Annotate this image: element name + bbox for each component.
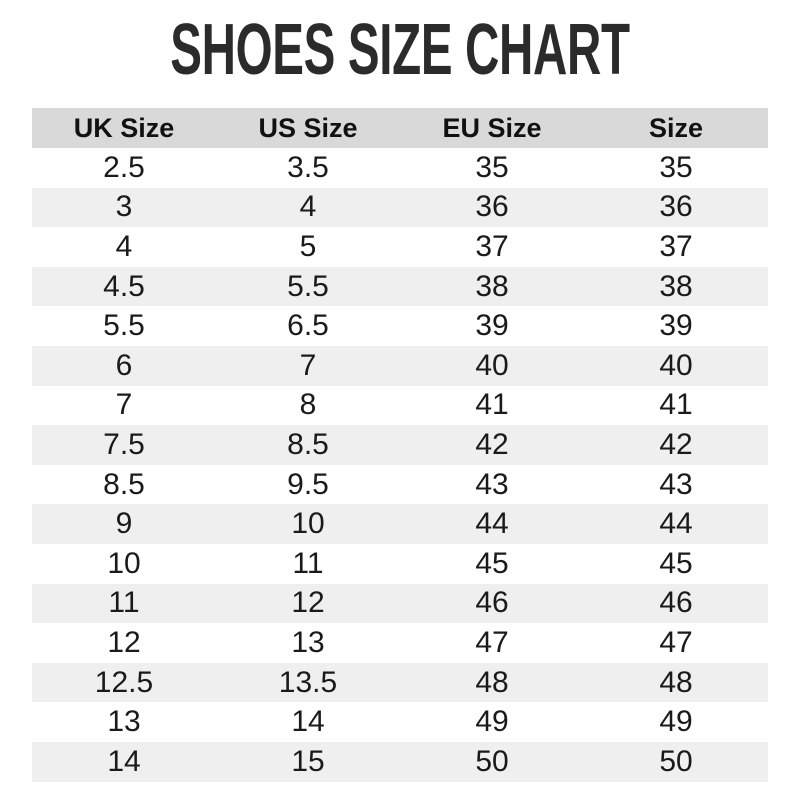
table-row: 2.5 3.5 35 35 bbox=[32, 148, 768, 188]
page: SHOES SIZE CHART UK Size US Size EU Size Si… bbox=[0, 14, 800, 800]
cell-eu-size: 49 bbox=[475, 705, 509, 739]
column-header-us-size: US Size bbox=[258, 112, 358, 143]
cell-us-size: 15 bbox=[291, 744, 325, 778]
cell-uk-size: 10 bbox=[107, 546, 141, 580]
cell-eu-size: 41 bbox=[475, 388, 509, 422]
cell-uk-size: 7 bbox=[115, 388, 133, 422]
cell-us-size: 6.5 bbox=[287, 309, 329, 343]
cell-us-size: 12 bbox=[291, 586, 325, 620]
cell-uk-size: 5.5 bbox=[103, 309, 145, 343]
cell-us-size: 3.5 bbox=[287, 150, 329, 184]
cell-uk-size: 11 bbox=[108, 586, 140, 620]
table-row: 4.5 5.5 38 38 bbox=[32, 266, 768, 307]
cell-uk-size: 12.5 bbox=[94, 665, 154, 699]
table-row: 10 11 45 45 bbox=[32, 543, 768, 584]
cell-uk-size: 13 bbox=[107, 705, 141, 739]
cell-eu-size: 47 bbox=[475, 625, 509, 659]
cell-uk-size: 4.5 bbox=[103, 269, 145, 303]
cell-us-size: 7 bbox=[299, 348, 317, 382]
cell-size: 37 bbox=[659, 229, 693, 263]
cell-us-size: 13 bbox=[291, 625, 325, 659]
size-chart-table: UK Size US Size EU Size Size 2.5 3.5 35 35 3 4 36… bbox=[32, 108, 768, 782]
cell-size: 49 bbox=[659, 705, 693, 739]
cell-size: 50 bbox=[659, 744, 693, 778]
cell-us-size: 9.5 bbox=[287, 467, 329, 501]
cell-size: 46 bbox=[659, 586, 693, 620]
cell-size: 48 bbox=[659, 665, 693, 699]
cell-uk-size: 4 bbox=[115, 229, 133, 263]
table-row: 4 5 37 37 bbox=[32, 227, 768, 267]
cell-us-size: 8.5 bbox=[287, 427, 329, 461]
cell-uk-size: 2.5 bbox=[103, 150, 145, 184]
cell-uk-size: 8.5 bbox=[103, 467, 145, 501]
cell-eu-size: 39 bbox=[475, 309, 509, 343]
page-title: SHOES SIZE CHART bbox=[170, 10, 630, 90]
table-body: 2.5 3.5 35 35 3 4 36 36 4 5 37 37 4.5 5.5 38 38 5.5 6.5 39… bbox=[32, 148, 768, 782]
cell-uk-size: 6 bbox=[115, 348, 133, 382]
table-row: 7.5 8.5 42 42 bbox=[32, 425, 768, 465]
table-row: 3 4 36 36 bbox=[32, 187, 768, 228]
cell-eu-size: 40 bbox=[475, 348, 509, 382]
cell-size: 45 bbox=[659, 546, 693, 580]
column-header-uk-size: UK Size bbox=[73, 112, 175, 143]
table-head: UK Size US Size EU Size Size bbox=[32, 108, 768, 148]
cell-size: 35 bbox=[659, 150, 693, 184]
cell-us-size: 4 bbox=[299, 190, 317, 224]
cell-us-size: 14 bbox=[291, 705, 325, 739]
cell-eu-size: 50 bbox=[475, 744, 509, 778]
cell-size: 40 bbox=[659, 348, 693, 382]
cell-uk-size: 14 bbox=[107, 744, 141, 778]
header-row: UK Size US Size EU Size Size bbox=[32, 108, 768, 148]
table-row: 7 8 41 41 bbox=[32, 385, 768, 426]
cell-eu-size: 36 bbox=[475, 190, 509, 224]
cell-uk-size: 3 bbox=[115, 190, 133, 224]
column-header-size: Size bbox=[648, 112, 704, 143]
cell-size: 44 bbox=[659, 507, 693, 541]
table-row: 11 12 46 46 bbox=[32, 583, 768, 624]
cell-eu-size: 38 bbox=[475, 269, 509, 303]
table-row: 9 10 44 44 bbox=[32, 504, 768, 544]
cell-us-size: 5.5 bbox=[287, 269, 329, 303]
cell-eu-size: 46 bbox=[475, 586, 509, 620]
table-row: 14 15 50 50 bbox=[32, 741, 768, 782]
cell-us-size: 8 bbox=[299, 388, 317, 422]
cell-size: 42 bbox=[659, 427, 693, 461]
cell-size: 36 bbox=[659, 190, 693, 224]
cell-us-size: 11 bbox=[292, 546, 324, 580]
cell-eu-size: 44 bbox=[475, 507, 509, 541]
table-row: 6 7 40 40 bbox=[32, 345, 768, 386]
table-row: 13 14 49 49 bbox=[32, 702, 768, 742]
cell-eu-size: 45 bbox=[475, 546, 509, 580]
table-row: 12 13 47 47 bbox=[32, 623, 768, 663]
cell-us-size: 5 bbox=[299, 229, 317, 263]
cell-size: 43 bbox=[659, 467, 693, 501]
cell-eu-size: 37 bbox=[475, 229, 509, 263]
cell-size: 38 bbox=[659, 269, 693, 303]
cell-size: 41 bbox=[659, 388, 693, 422]
cell-us-size: 13.5 bbox=[278, 665, 338, 699]
cell-eu-size: 48 bbox=[475, 665, 509, 699]
cell-uk-size: 7.5 bbox=[103, 427, 145, 461]
cell-eu-size: 35 bbox=[475, 150, 509, 184]
cell-uk-size: 9 bbox=[115, 507, 133, 541]
cell-us-size: 10 bbox=[291, 507, 325, 541]
table-row: 5.5 6.5 39 39 bbox=[32, 306, 768, 346]
cell-uk-size: 12 bbox=[107, 625, 141, 659]
table-row: 12.5 13.5 48 48 bbox=[32, 662, 768, 703]
cell-size: 39 bbox=[659, 309, 693, 343]
column-header-eu-size: EU Size bbox=[442, 112, 542, 143]
cell-size: 47 bbox=[659, 625, 693, 659]
table-row: 8.5 9.5 43 43 bbox=[32, 464, 768, 505]
cell-eu-size: 43 bbox=[475, 467, 509, 501]
cell-eu-size: 42 bbox=[475, 427, 509, 461]
